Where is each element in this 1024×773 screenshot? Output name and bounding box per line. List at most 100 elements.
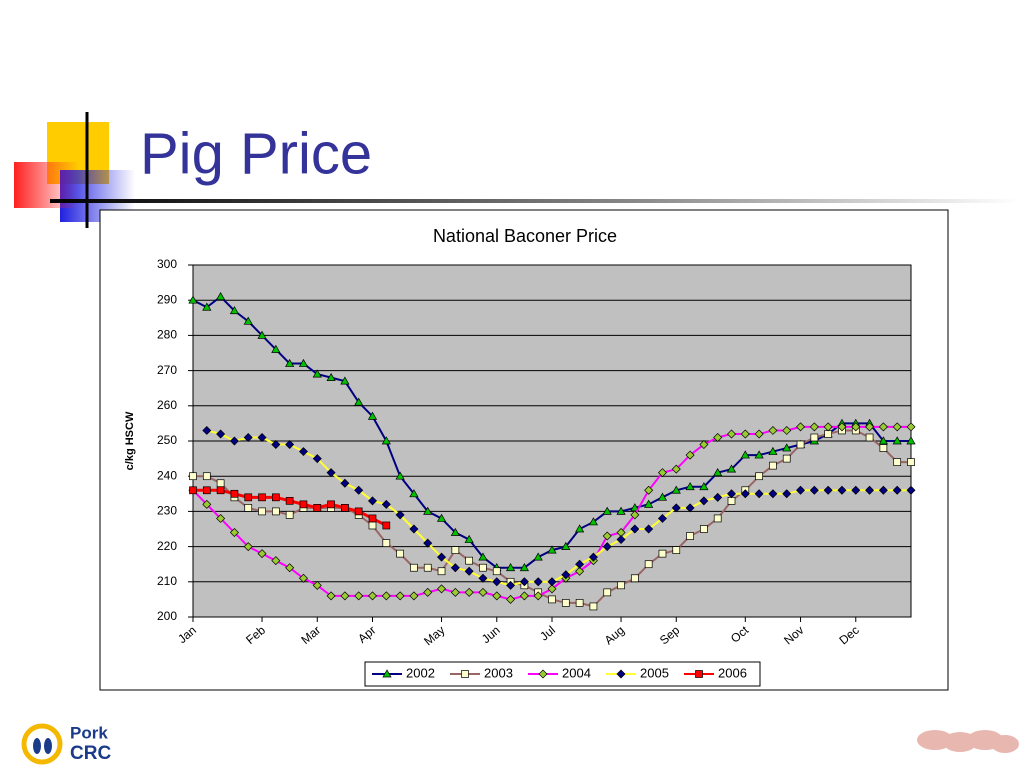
marker (671, 503, 681, 513)
marker (216, 486, 225, 495)
marker (907, 458, 915, 466)
marker (396, 549, 404, 558)
marker (892, 485, 902, 495)
marker (878, 422, 888, 432)
marker (699, 440, 709, 450)
marker (437, 584, 447, 594)
marker (505, 563, 516, 572)
marker (492, 577, 502, 587)
marker (837, 422, 847, 432)
marker (768, 489, 778, 499)
marker (189, 472, 197, 481)
marker (699, 482, 709, 491)
marker (672, 546, 681, 554)
marker (202, 302, 212, 311)
marker (478, 573, 488, 583)
marker (409, 489, 419, 498)
marker (519, 563, 529, 572)
marker (285, 496, 294, 505)
marker (492, 567, 501, 576)
marker (312, 369, 322, 378)
marker (796, 440, 805, 449)
marker (603, 588, 612, 597)
marker (257, 549, 267, 559)
marker (244, 493, 253, 502)
marker (547, 584, 557, 594)
marker (865, 433, 874, 442)
marker (464, 566, 474, 576)
marker (326, 468, 336, 478)
marker (630, 510, 640, 520)
marker (423, 587, 433, 597)
legend-label: 2004 (562, 665, 591, 680)
marker (312, 454, 322, 464)
marker (538, 669, 548, 679)
marker (548, 595, 556, 604)
marker (644, 560, 653, 569)
marker (533, 577, 543, 587)
marker (395, 591, 405, 601)
marker (258, 507, 266, 516)
marker (271, 507, 280, 516)
marker (436, 513, 447, 522)
marker (409, 524, 419, 534)
logo-ring (21, 723, 63, 765)
marker (616, 535, 626, 545)
y-tick-label: 280 (157, 328, 177, 342)
marker (796, 422, 806, 432)
marker (216, 513, 226, 523)
logo-text: Pork (70, 723, 108, 742)
marker (189, 486, 197, 495)
marker (699, 496, 709, 506)
marker (892, 436, 902, 445)
marker (285, 511, 294, 519)
marker (588, 552, 598, 562)
marker (700, 525, 708, 533)
marker (519, 577, 529, 587)
marker (437, 567, 446, 576)
marker (686, 532, 694, 540)
marker (740, 489, 750, 499)
marker (506, 594, 516, 604)
y-tick-label: 240 (157, 468, 177, 482)
marker (727, 429, 736, 439)
marker (382, 539, 391, 547)
marker (298, 447, 308, 457)
chart-title: National Baconer Price (433, 226, 617, 246)
marker (202, 486, 211, 495)
marker (602, 542, 612, 552)
marker (298, 573, 308, 583)
marker (202, 499, 212, 509)
marker (230, 489, 239, 498)
y-tick-label: 220 (157, 539, 177, 553)
marker (354, 591, 364, 601)
marker (423, 563, 432, 572)
marker (644, 485, 654, 495)
marker (341, 504, 349, 512)
logo-mark (33, 738, 41, 754)
marker (285, 440, 295, 450)
marker (450, 587, 460, 597)
y-axis-label: c/kg HSCW (124, 411, 136, 470)
marker (229, 306, 240, 315)
marker (713, 467, 723, 477)
marker (367, 411, 378, 420)
y-tick-label: 270 (157, 363, 177, 377)
marker (285, 358, 295, 367)
marker (327, 500, 335, 509)
marker (368, 591, 377, 601)
marker (616, 669, 626, 679)
y-tick-label: 210 (157, 574, 177, 588)
marker (906, 422, 916, 432)
marker (382, 521, 391, 530)
marker (382, 669, 392, 678)
marker (782, 454, 791, 463)
marker (630, 524, 640, 534)
marker (506, 580, 516, 590)
marker (588, 517, 599, 526)
marker (589, 602, 598, 611)
marker (837, 485, 847, 495)
marker (561, 541, 571, 550)
marker (368, 521, 377, 530)
